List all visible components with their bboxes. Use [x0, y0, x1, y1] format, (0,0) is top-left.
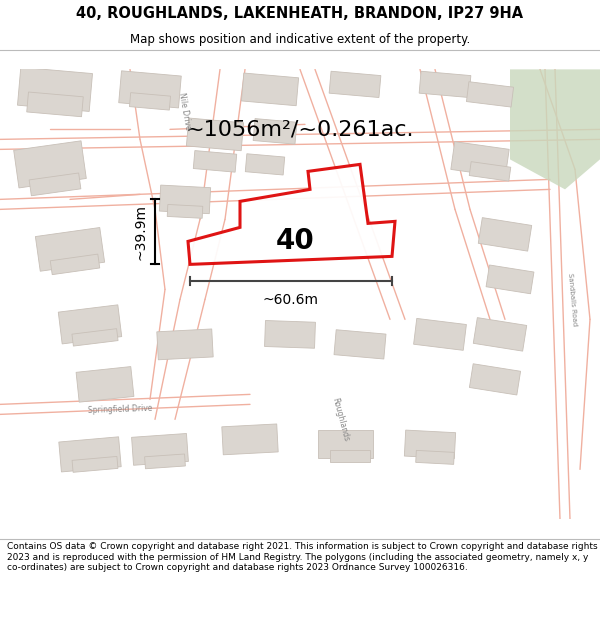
- Polygon shape: [72, 456, 118, 472]
- Polygon shape: [466, 82, 514, 107]
- Polygon shape: [131, 434, 188, 465]
- Polygon shape: [130, 92, 170, 110]
- Polygon shape: [188, 164, 395, 264]
- Polygon shape: [419, 71, 471, 98]
- Text: ~39.9m: ~39.9m: [134, 204, 148, 260]
- Polygon shape: [145, 454, 185, 469]
- Polygon shape: [119, 71, 181, 108]
- Polygon shape: [330, 451, 370, 462]
- Text: Roughlands: Roughlands: [330, 396, 350, 442]
- Polygon shape: [473, 318, 527, 351]
- Polygon shape: [334, 330, 386, 359]
- Text: Springfield Drive: Springfield Drive: [88, 404, 152, 415]
- Polygon shape: [245, 154, 285, 175]
- Polygon shape: [404, 430, 455, 459]
- Polygon shape: [76, 367, 134, 402]
- Polygon shape: [187, 118, 244, 151]
- Polygon shape: [222, 424, 278, 455]
- Polygon shape: [29, 173, 81, 196]
- Polygon shape: [58, 305, 122, 344]
- Polygon shape: [59, 437, 121, 472]
- Text: ~1056m²/~0.261ac.: ~1056m²/~0.261ac.: [186, 119, 414, 139]
- Polygon shape: [469, 162, 511, 181]
- Polygon shape: [167, 204, 203, 218]
- Polygon shape: [416, 451, 454, 464]
- Polygon shape: [160, 185, 211, 214]
- Text: Map shows position and indicative extent of the property.: Map shows position and indicative extent…: [130, 32, 470, 46]
- Polygon shape: [329, 71, 381, 98]
- Polygon shape: [17, 68, 92, 111]
- Text: Nile Drive: Nile Drive: [177, 92, 193, 131]
- Text: 40: 40: [275, 228, 314, 256]
- Polygon shape: [50, 254, 100, 274]
- Polygon shape: [486, 265, 534, 294]
- Polygon shape: [72, 329, 118, 346]
- Polygon shape: [469, 364, 521, 395]
- Polygon shape: [253, 119, 297, 144]
- Text: 40, ROUGHLANDS, LAKENHEATH, BRANDON, IP27 9HA: 40, ROUGHLANDS, LAKENHEATH, BRANDON, IP2…: [76, 6, 524, 21]
- Polygon shape: [193, 151, 237, 172]
- Polygon shape: [451, 142, 509, 177]
- Polygon shape: [265, 321, 316, 348]
- Polygon shape: [241, 73, 299, 106]
- Text: Contains OS data © Crown copyright and database right 2021. This information is : Contains OS data © Crown copyright and d…: [7, 542, 598, 572]
- Polygon shape: [317, 431, 373, 458]
- Polygon shape: [35, 228, 104, 271]
- Polygon shape: [413, 318, 466, 351]
- Text: ~60.6m: ~60.6m: [263, 293, 319, 308]
- Text: Sandballs Road: Sandballs Road: [566, 272, 577, 326]
- Polygon shape: [14, 141, 86, 188]
- Polygon shape: [157, 329, 213, 360]
- Polygon shape: [478, 217, 532, 251]
- Polygon shape: [510, 69, 600, 189]
- Polygon shape: [27, 92, 83, 117]
